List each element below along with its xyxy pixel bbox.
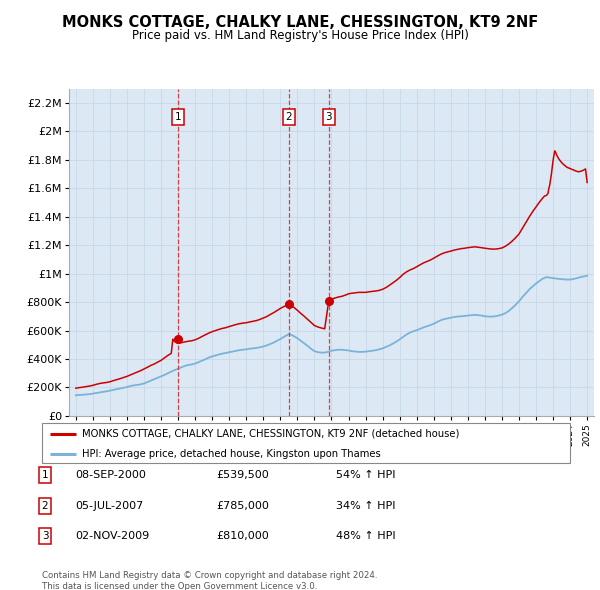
Text: 3: 3 bbox=[41, 532, 49, 541]
Text: 1: 1 bbox=[41, 470, 49, 480]
Text: Contains HM Land Registry data © Crown copyright and database right 2024.: Contains HM Land Registry data © Crown c… bbox=[42, 571, 377, 580]
Text: Price paid vs. HM Land Registry's House Price Index (HPI): Price paid vs. HM Land Registry's House … bbox=[131, 30, 469, 42]
Text: HPI: Average price, detached house, Kingston upon Thames: HPI: Average price, detached house, King… bbox=[82, 450, 380, 460]
Text: £810,000: £810,000 bbox=[216, 532, 269, 541]
Text: MONKS COTTAGE, CHALKY LANE, CHESSINGTON, KT9 2NF: MONKS COTTAGE, CHALKY LANE, CHESSINGTON,… bbox=[62, 15, 538, 30]
Text: 2: 2 bbox=[286, 112, 292, 122]
Text: 54% ↑ HPI: 54% ↑ HPI bbox=[336, 470, 395, 480]
FancyBboxPatch shape bbox=[42, 423, 570, 463]
Text: 2: 2 bbox=[41, 501, 49, 510]
Text: This data is licensed under the Open Government Licence v3.0.: This data is licensed under the Open Gov… bbox=[42, 582, 317, 590]
Text: MONKS COTTAGE, CHALKY LANE, CHESSINGTON, KT9 2NF (detached house): MONKS COTTAGE, CHALKY LANE, CHESSINGTON,… bbox=[82, 429, 459, 439]
Text: 34% ↑ HPI: 34% ↑ HPI bbox=[336, 501, 395, 510]
Text: 3: 3 bbox=[326, 112, 332, 122]
Text: £785,000: £785,000 bbox=[216, 501, 269, 510]
Text: 05-JUL-2007: 05-JUL-2007 bbox=[75, 501, 143, 510]
Text: 02-NOV-2009: 02-NOV-2009 bbox=[75, 532, 149, 541]
Text: £539,500: £539,500 bbox=[216, 470, 269, 480]
Text: 08-SEP-2000: 08-SEP-2000 bbox=[75, 470, 146, 480]
Text: 48% ↑ HPI: 48% ↑ HPI bbox=[336, 532, 395, 541]
Text: 1: 1 bbox=[175, 112, 181, 122]
